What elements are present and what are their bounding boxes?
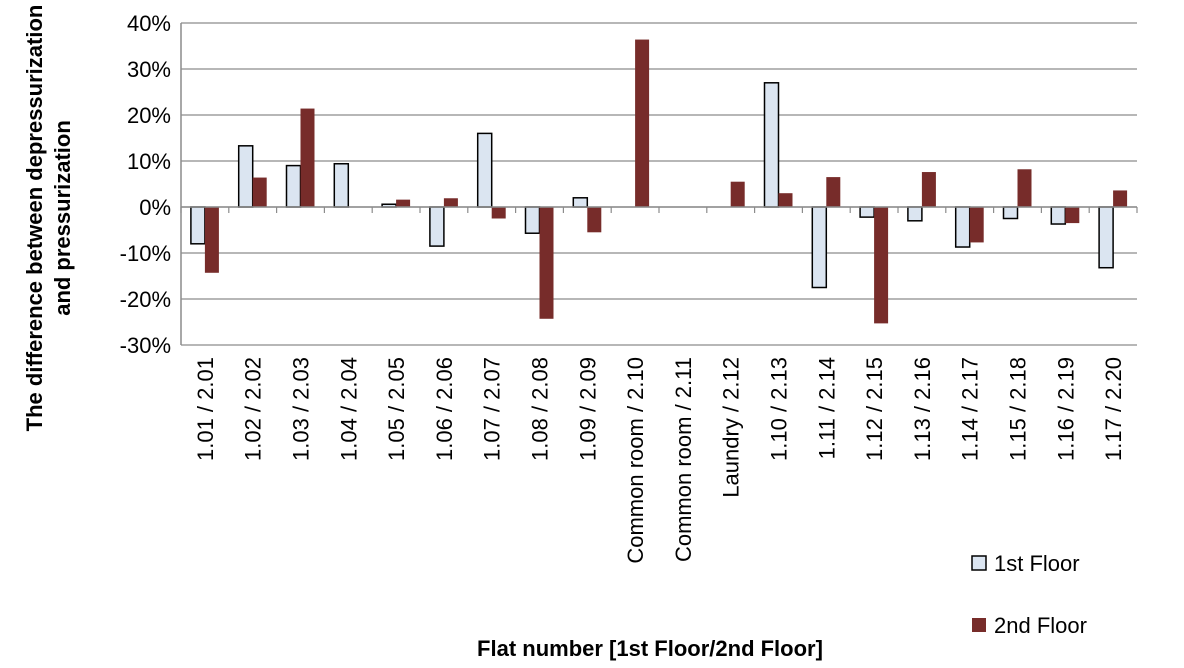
x-tick-label: 1.14 / 2.17 bbox=[958, 357, 983, 461]
y-tick-label: -10% bbox=[120, 241, 171, 266]
bar-2nd-floor bbox=[635, 39, 650, 208]
x-tick-label: 1.02 / 2.02 bbox=[241, 357, 266, 461]
y-tick-label: 40% bbox=[127, 11, 171, 36]
bar-1st-floor bbox=[524, 206, 541, 234]
axes bbox=[180, 23, 1138, 345]
bar-1st-floor bbox=[333, 163, 350, 208]
bar-1st-floor bbox=[476, 132, 493, 208]
bar-1st-floor bbox=[1098, 206, 1114, 269]
bar-1st-floor bbox=[954, 206, 971, 248]
y-tick-label: 0% bbox=[139, 195, 171, 220]
y-tick-label: 30% bbox=[127, 57, 171, 82]
x-tick-label: Common room / 2.11 bbox=[671, 357, 696, 562]
y-axis-title-line: and pressurization bbox=[50, 120, 75, 316]
x-tick-label: 1.13 / 2.16 bbox=[910, 357, 935, 461]
x-tick-label: 1.05 / 2.05 bbox=[384, 357, 409, 461]
x-tick-label: 1.03 / 2.03 bbox=[289, 357, 314, 461]
x-tick-label: 1.04 / 2.04 bbox=[336, 357, 361, 461]
y-tick-label: -30% bbox=[120, 333, 171, 358]
x-tick-label: Common room / 2.10 bbox=[623, 357, 648, 564]
bar-2nd-floor bbox=[1065, 207, 1080, 224]
bars bbox=[190, 39, 1128, 324]
bar-2nd-floor bbox=[204, 207, 219, 273]
bar-2nd-floor bbox=[921, 172, 936, 207]
bar-2nd-floor bbox=[491, 207, 506, 219]
gridlines bbox=[181, 22, 1137, 346]
x-tick-label: 1.08 / 2.08 bbox=[528, 357, 553, 461]
x-tick-label: 1.17 / 2.20 bbox=[1101, 357, 1126, 461]
y-axis-title-line: The difference between depressurization bbox=[22, 5, 47, 432]
legend-label: 1st Floor bbox=[994, 551, 1080, 576]
bar-2nd-floor bbox=[1113, 190, 1128, 207]
bar-2nd-floor bbox=[443, 198, 458, 207]
bar-2nd-floor bbox=[874, 207, 889, 324]
bar-1st-floor bbox=[1050, 206, 1067, 225]
x-axis-title: Flat number [1st Floor/2nd Floor] bbox=[477, 636, 823, 661]
bar-1st-floor bbox=[907, 206, 923, 222]
bar-1st-floor bbox=[429, 206, 445, 247]
x-tick-label: 1.01 / 2.01 bbox=[193, 357, 218, 461]
bar-1st-floor bbox=[763, 82, 780, 208]
bar-2nd-floor bbox=[587, 207, 602, 233]
bar-1st-floor bbox=[572, 197, 589, 208]
bar-2nd-floor bbox=[1017, 169, 1032, 207]
y-tick-label: 10% bbox=[127, 149, 171, 174]
bar-2nd-floor bbox=[396, 199, 411, 207]
legend: 1st Floor 2nd Floor bbox=[971, 551, 1087, 638]
y-axis-tick-labels: -30% -20% -10% 0% 10% 20% 30% 40% bbox=[120, 11, 171, 358]
bar-1st-floor bbox=[1002, 206, 1019, 220]
x-tick-label: 1.10 / 2.13 bbox=[767, 357, 792, 461]
y-tick-label: -20% bbox=[120, 287, 171, 312]
y-tick-label: 20% bbox=[127, 103, 171, 128]
bar-2nd-floor bbox=[826, 177, 841, 207]
x-tick-label: 1.15 / 2.18 bbox=[1006, 357, 1031, 461]
x-tick-label: 1.11 / 2.14 bbox=[814, 357, 839, 459]
bar-2nd-floor bbox=[778, 193, 793, 207]
legend-label: 2nd Floor bbox=[994, 613, 1087, 638]
bar-1st-floor bbox=[190, 206, 206, 245]
x-tick-label: 1.12 / 2.15 bbox=[862, 357, 887, 461]
bar-2nd-floor bbox=[969, 207, 984, 243]
legend-swatch bbox=[971, 555, 987, 571]
y-axis-title: The difference between depressurization a… bbox=[22, 5, 75, 432]
bar-2nd-floor bbox=[300, 108, 315, 207]
x-tick-label: Laundry / 2.12 bbox=[719, 357, 744, 498]
legend-swatch bbox=[972, 618, 986, 632]
bar-2nd-floor bbox=[539, 207, 554, 319]
x-tick-label: 1.06 / 2.06 bbox=[432, 357, 457, 461]
x-tick-label: 1.09 / 2.09 bbox=[575, 357, 600, 461]
bar-1st-floor bbox=[859, 206, 875, 218]
bar-2nd-floor bbox=[252, 177, 267, 207]
bar-2nd-floor bbox=[730, 181, 745, 207]
x-axis-tick-labels: 1.01 / 2.01 1.02 / 2.02 1.03 / 2.03 1.04 / … bbox=[193, 357, 1126, 564]
bar-1st-floor bbox=[285, 164, 302, 208]
x-tick-label: 1.16 / 2.19 bbox=[1053, 357, 1078, 461]
bar-1st-floor bbox=[811, 206, 828, 289]
bar-1st-floor bbox=[237, 145, 254, 208]
x-tick-label: 1.07 / 2.07 bbox=[480, 357, 505, 461]
